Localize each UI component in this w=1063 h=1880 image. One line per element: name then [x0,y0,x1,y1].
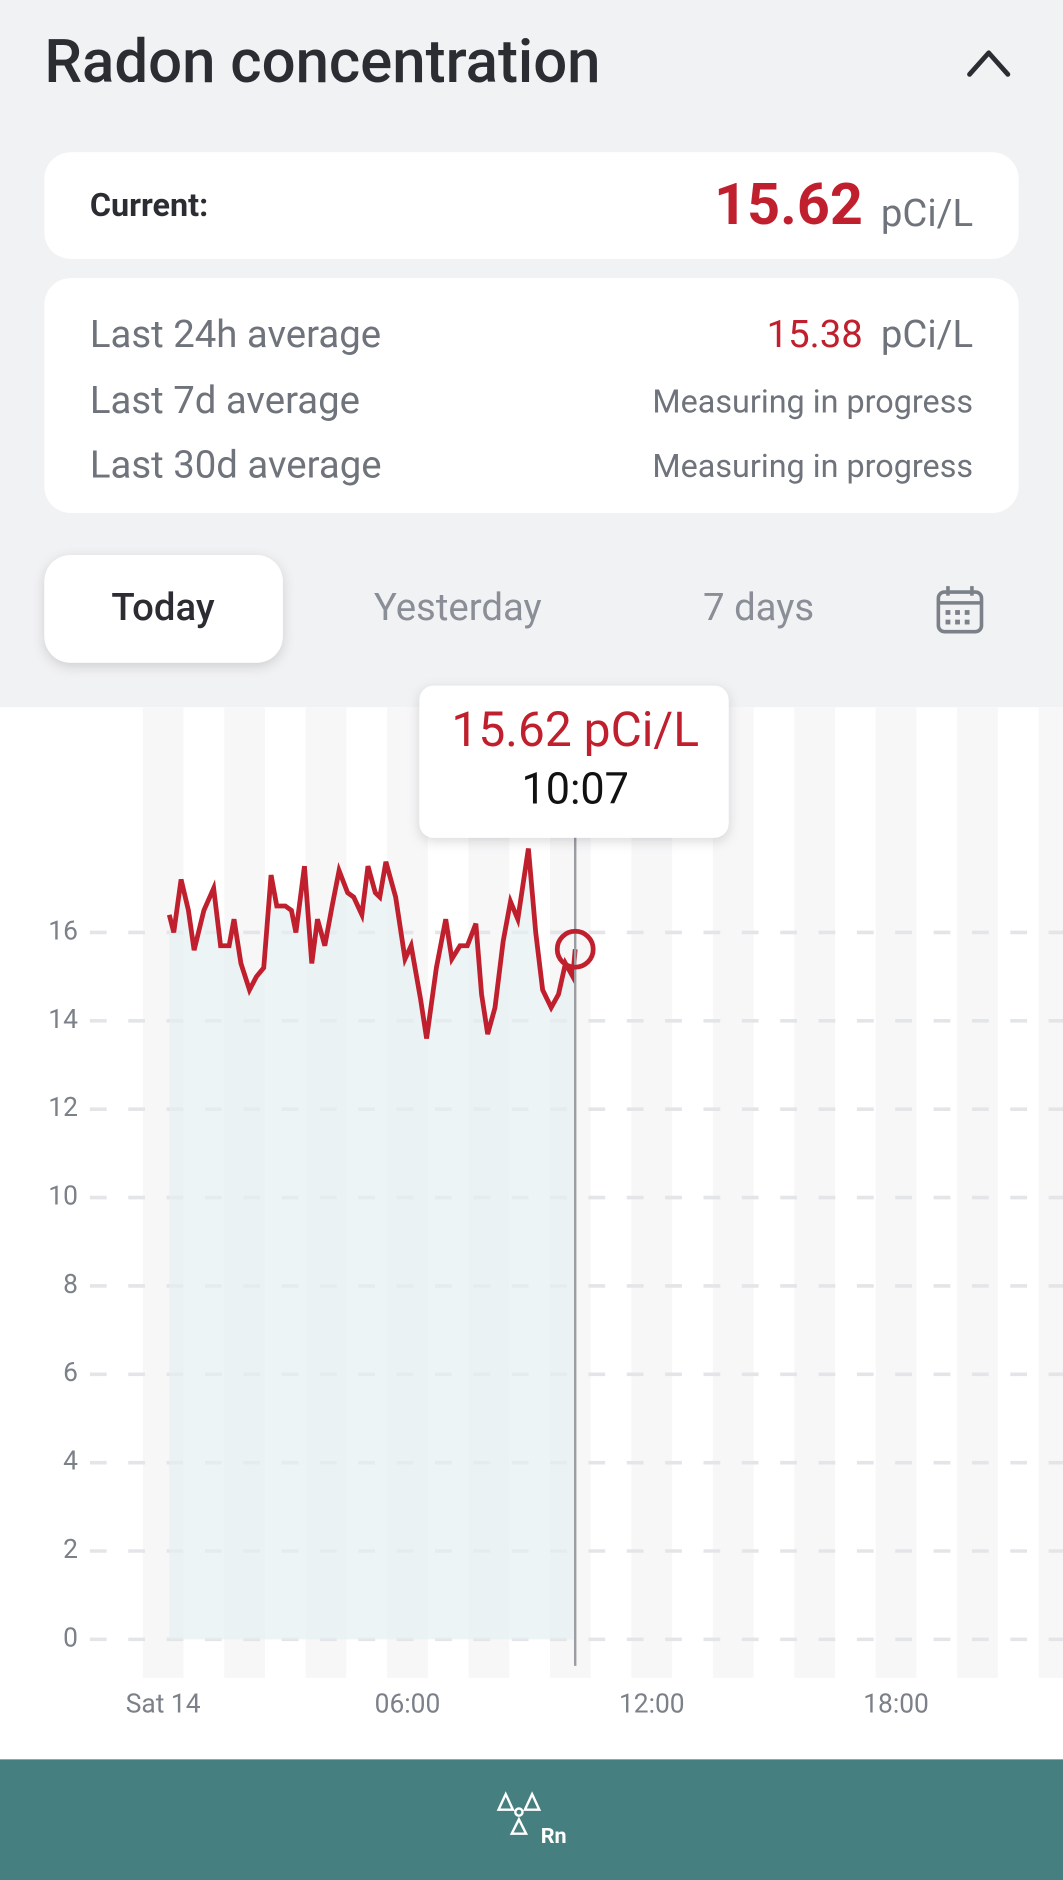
collapse-button[interactable] [967,50,1011,77]
tooltip-time: 10:07 [522,764,629,815]
tooltip [419,685,729,838]
average-unit: pCi/L [881,312,973,357]
selected-point [554,928,596,970]
average-status: Measuring in progress [652,447,973,485]
tab[interactable]: Today [111,585,214,630]
tab[interactable]: 7 days [703,585,814,630]
tab[interactable]: Yesterday [374,585,542,630]
background-stripe [712,707,754,1678]
y-tick-label: 4 [63,1447,78,1477]
background-stripe [957,707,998,1678]
x-tick-label: 12:00 [619,1689,685,1719]
tab-selected[interactable] [44,554,283,663]
current-label: Current: [90,186,208,224]
average-label: Last 30d average [90,443,382,488]
y-tick-label: 16 [48,916,78,946]
tooltip-value: 15.62 pCi/L [451,702,699,758]
y-tick-label: 8 [63,1270,78,1300]
calendar-button[interactable] [936,586,984,634]
x-tick-label: Sat 14 [126,1689,201,1719]
background-stripe [794,707,835,1678]
area [169,848,576,1640]
y-tick-label: 2 [63,1535,78,1565]
radon-icon[interactable] [496,1791,542,1835]
current-card [44,152,1019,259]
title: Radon concentration [44,26,600,97]
current-unit: pCi/L [881,191,973,236]
background-stripe [875,707,917,1678]
average-status: Measuring in progress [652,382,973,420]
plot: 0 2 4 6 8 10 12 14 16 Sat 14 06:00 12:00 18:00 15.62 … [48,685,1063,1719]
y-tick-label: 12 [48,1093,78,1123]
y-tick-label: 6 [63,1358,78,1388]
background-stripe [631,707,673,1678]
y-tick-label: 10 [48,1182,78,1212]
y-tick-label: 0 [63,1623,78,1653]
x-tick-label: 18:00 [863,1689,929,1719]
background-stripe [1038,707,1063,1678]
current-value: 15.62 [714,172,863,239]
footer-label: Rn [541,1824,567,1849]
average-value: 15.38 [767,312,863,357]
average-label: Last 7d average [90,378,360,423]
line [166,848,578,1039]
average-label: Last 24h average [90,312,381,357]
averages-card [44,278,1019,514]
x-tick-label: 06:00 [375,1689,441,1719]
footer [0,1759,1063,1880]
y-tick-label: 14 [48,1005,78,1035]
